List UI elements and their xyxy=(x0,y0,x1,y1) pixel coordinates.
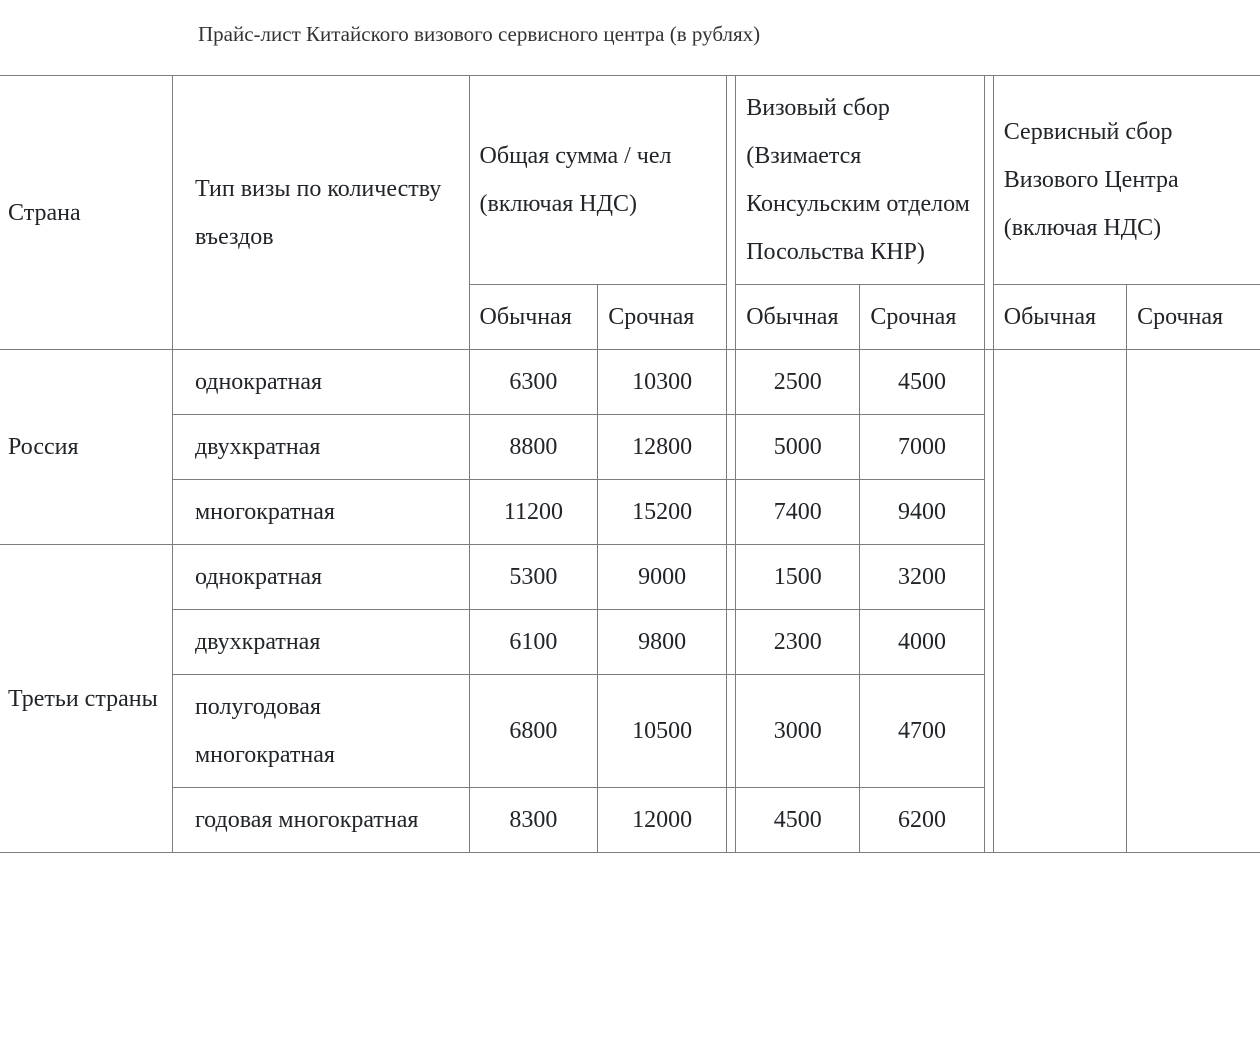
cell-total-express: 10300 xyxy=(598,350,727,415)
cell-visa-regular: 7400 xyxy=(736,480,860,545)
col-header-visa-fee: Визовый сбор (Взимается Консульским отде… xyxy=(736,76,984,285)
cell-visa-type: двухкратная xyxy=(172,415,469,480)
cell-visa-express: 6200 xyxy=(860,788,984,853)
cell-visa-regular: 3000 xyxy=(736,675,860,788)
subheader-service-express: Срочная xyxy=(1127,285,1260,350)
subheader-total-express: Срочная xyxy=(598,285,727,350)
cell-visa-type: однократная xyxy=(172,545,469,610)
col-header-total: Общая сумма / чел (включая НДС) xyxy=(469,76,727,285)
gap-cell xyxy=(984,76,993,350)
cell-visa-express: 7000 xyxy=(860,415,984,480)
gap-cell xyxy=(727,350,736,415)
cell-total-regular: 11200 xyxy=(469,480,598,545)
cell-total-regular: 8800 xyxy=(469,415,598,480)
cell-visa-type: полугодовая многократная xyxy=(172,675,469,788)
subheader-service-regular: Обычная xyxy=(993,285,1126,350)
subheader-total-regular: Обычная xyxy=(469,285,598,350)
cell-visa-regular: 5000 xyxy=(736,415,860,480)
cell-visa-type: двухкратная xyxy=(172,610,469,675)
cell-visa-express: 3200 xyxy=(860,545,984,610)
cell-visa-type: годовая многократная xyxy=(172,788,469,853)
cell-service-regular xyxy=(993,350,1126,853)
gap-cell xyxy=(727,610,736,675)
cell-visa-regular: 1500 xyxy=(736,545,860,610)
cell-total-express: 12800 xyxy=(598,415,727,480)
page-title: Прайс-лист Китайского визового сервисног… xyxy=(198,20,1260,49)
cell-visa-regular: 2500 xyxy=(736,350,860,415)
subheader-visa-express: Срочная xyxy=(860,285,984,350)
table-row: Россия однократная 6300 10300 2500 4500 xyxy=(0,350,1260,415)
cell-total-express: 15200 xyxy=(598,480,727,545)
gap-cell xyxy=(727,788,736,853)
gap-cell xyxy=(727,545,736,610)
cell-service-express xyxy=(1127,350,1260,853)
gap-cell xyxy=(727,76,736,350)
cell-total-regular: 6100 xyxy=(469,610,598,675)
cell-visa-express: 4000 xyxy=(860,610,984,675)
cell-visa-regular: 2300 xyxy=(736,610,860,675)
cell-visa-express: 4700 xyxy=(860,675,984,788)
cell-country: Третьи страны xyxy=(0,545,172,853)
gap-cell xyxy=(727,675,736,788)
gap-cell xyxy=(727,480,736,545)
cell-total-express: 12000 xyxy=(598,788,727,853)
cell-visa-express: 9400 xyxy=(860,480,984,545)
cell-visa-type: многократная xyxy=(172,480,469,545)
cell-total-express: 9000 xyxy=(598,545,727,610)
cell-total-express: 10500 xyxy=(598,675,727,788)
gap-cell xyxy=(727,415,736,480)
price-table: Страна Тип визы по количеству въездов Об… xyxy=(0,75,1260,853)
cell-total-regular: 5300 xyxy=(469,545,598,610)
col-header-service-fee: Сервисный сбор Визового Центра (включая … xyxy=(993,76,1260,285)
subheader-visa-regular: Обычная xyxy=(736,285,860,350)
cell-total-regular: 6800 xyxy=(469,675,598,788)
gap-cell xyxy=(984,350,993,853)
cell-total-express: 9800 xyxy=(598,610,727,675)
cell-total-regular: 8300 xyxy=(469,788,598,853)
cell-total-regular: 6300 xyxy=(469,350,598,415)
cell-visa-express: 4500 xyxy=(860,350,984,415)
col-header-visa-type: Тип визы по количеству въездов xyxy=(172,76,469,350)
cell-visa-regular: 4500 xyxy=(736,788,860,853)
cell-country: Россия xyxy=(0,350,172,545)
cell-visa-type: однократная xyxy=(172,350,469,415)
col-header-country: Страна xyxy=(0,76,172,350)
